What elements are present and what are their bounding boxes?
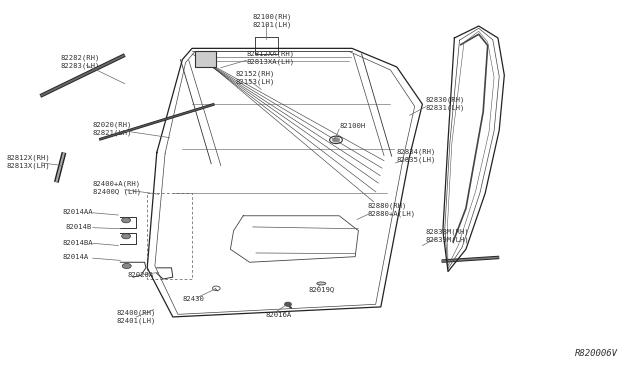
Text: 82100H: 82100H [339,124,365,129]
Text: 82880(RH)
82880+A(LH): 82880(RH) 82880+A(LH) [368,203,416,217]
Bar [195,51,216,67]
Ellipse shape [317,282,326,285]
Circle shape [332,138,340,142]
Text: 82400+A(RH)
82400Q (LH): 82400+A(RH) 82400Q (LH) [93,181,141,195]
Circle shape [122,218,131,223]
Text: 82020A: 82020A [128,272,154,278]
Text: 82014A: 82014A [63,254,89,260]
Text: 82282(RH)
82283(LH): 82282(RH) 82283(LH) [61,54,100,68]
Text: 82100(RH)
82101(LH): 82100(RH) 82101(LH) [253,13,292,28]
Text: 82019Q: 82019Q [308,286,335,292]
Text: 82430: 82430 [182,296,204,302]
Text: 82838M(RH)
82839M(LH): 82838M(RH) 82839M(LH) [426,229,469,243]
Circle shape [122,263,131,269]
Text: 82400(RH)
82401(LH): 82400(RH) 82401(LH) [116,310,156,324]
Text: 82014BA: 82014BA [63,240,93,246]
Text: R820006V: R820006V [575,349,618,358]
Text: 82016A: 82016A [266,312,292,318]
Text: 82020(RH)
82821(LH): 82020(RH) 82821(LH) [93,121,132,135]
Circle shape [122,234,131,239]
Text: 82830(RH)
82831(LH): 82830(RH) 82831(LH) [426,97,465,111]
Text: 82014AA: 82014AA [63,209,93,215]
Text: 82014B: 82014B [66,224,92,230]
Text: 82812XA(RH)
82813XA(LH): 82812XA(RH) 82813XA(LH) [246,51,294,65]
Text: 82834(RH)
82835(LH): 82834(RH) 82835(LH) [397,149,436,163]
Text: 82152(RH)
82153(LH): 82152(RH) 82153(LH) [236,71,275,85]
Circle shape [285,302,291,306]
Text: 82812X(RH)
82813X(LH): 82812X(RH) 82813X(LH) [6,155,50,169]
